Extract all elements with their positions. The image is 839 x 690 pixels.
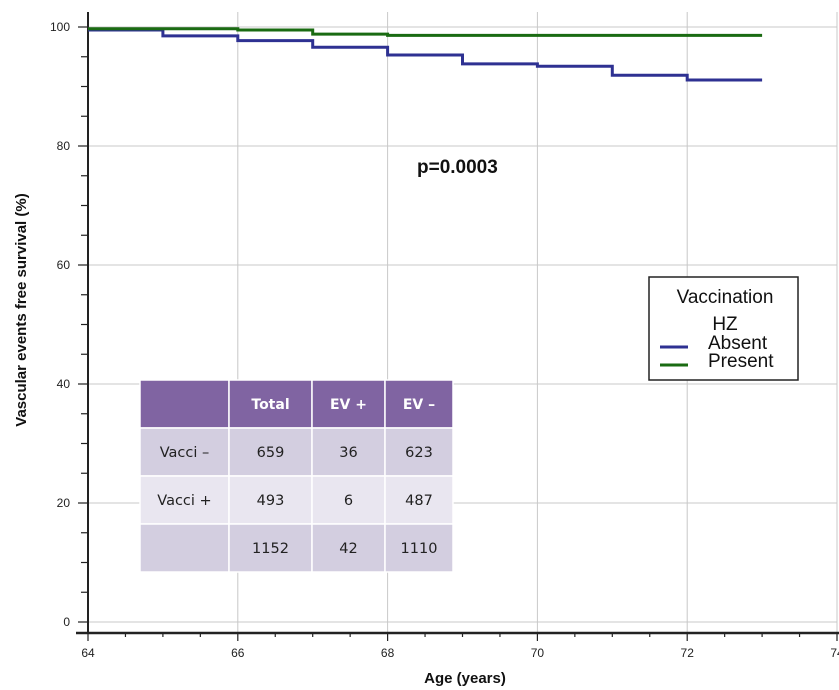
- table-cell: [311, 427, 386, 477]
- table-header-text: EV +: [330, 397, 367, 413]
- y-tick-label: 60: [57, 258, 71, 272]
- table-header-cell: [384, 379, 454, 429]
- axes: [76, 12, 839, 641]
- x-tick-label: 74: [830, 646, 839, 660]
- table-header-text: Total: [251, 397, 289, 413]
- survival-lines: [88, 27, 763, 82]
- table-cell: [311, 523, 386, 573]
- y-tick-label: 100: [50, 20, 70, 34]
- p-value-annotation: p=0.0003: [417, 157, 498, 178]
- tick-labels: 0 20 40 60 80 100 64 66 68 70 72 74: [50, 20, 839, 660]
- x-tick-label: 66: [231, 646, 245, 660]
- y-tick-label: 40: [57, 377, 71, 391]
- table-cell: [384, 523, 454, 573]
- x-tick-label: 70: [531, 646, 545, 660]
- table-cell: [139, 427, 230, 477]
- series-line-present: [88, 27, 763, 37]
- table-cell-text: 659: [257, 445, 285, 461]
- x-axis-title: Age (years): [424, 670, 506, 687]
- table-header-text: EV –: [403, 397, 435, 413]
- y-axis-title: Vascular events free survival (%): [13, 193, 30, 426]
- table-cell-text: 493: [257, 493, 285, 509]
- x-tick-label: 68: [381, 646, 395, 660]
- table-cell-text: 1110: [401, 541, 438, 557]
- counts-table: Total EV + EV – Vacci – 659 36 623 Vacci + 493 6 4…: [139, 379, 454, 573]
- table-header-cell: [228, 379, 313, 429]
- x-tick-label: 72: [681, 646, 695, 660]
- y-tick-label: 80: [57, 139, 71, 153]
- legend-label-absent: Absent: [708, 333, 768, 354]
- table-cell-text: Vacci –: [160, 445, 210, 461]
- table-header-cell: [139, 379, 230, 429]
- legend-label-present: Present: [708, 351, 774, 372]
- table-cell: [139, 475, 230, 525]
- legend-box: [648, 276, 799, 381]
- legend-title-line-2: HZ: [712, 314, 738, 335]
- y-tick-label: 0: [63, 615, 70, 629]
- x-tick-label: 64: [81, 646, 95, 660]
- table-cell-text: 487: [405, 493, 433, 509]
- table-cell-text: 42: [339, 541, 357, 557]
- table-cell-text: Vacci +: [157, 493, 211, 509]
- legend-title-line-1: Vaccination: [677, 287, 774, 308]
- table-cell: [139, 523, 230, 573]
- table-cell: [228, 427, 313, 477]
- table-cell: [384, 475, 454, 525]
- table-cell-text: 36: [339, 445, 357, 461]
- table-cell: [384, 427, 454, 477]
- table-cell-text: 1152: [252, 541, 289, 557]
- table-cell-text: 623: [405, 445, 433, 461]
- table-cell-text: 6: [344, 493, 353, 509]
- series-line-absent: [88, 28, 763, 82]
- y-tick-label: 20: [57, 496, 71, 510]
